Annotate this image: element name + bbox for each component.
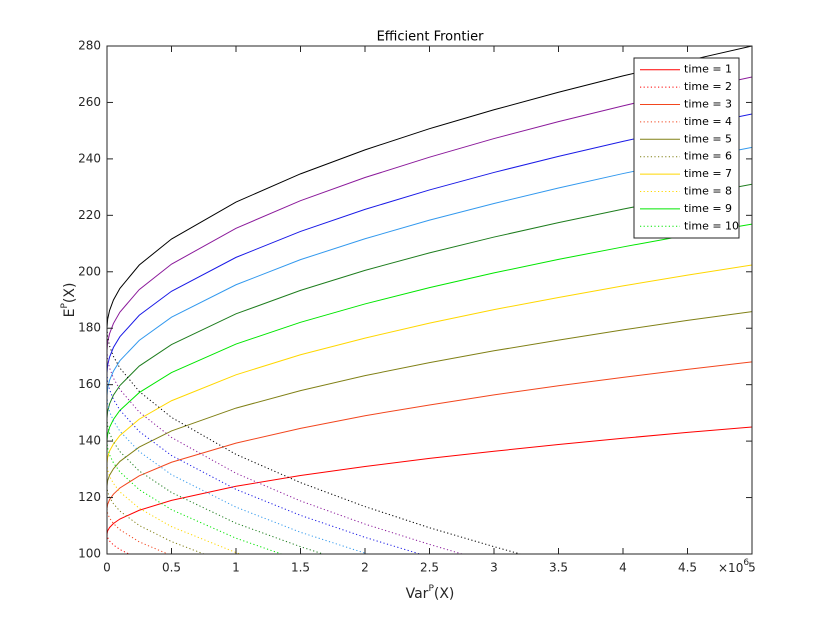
series-line — [107, 463, 241, 554]
x-multiplier: ×106 — [718, 558, 749, 575]
series-line — [107, 311, 752, 487]
x-multiplier-base: ×10 — [718, 561, 743, 575]
x-tick-label: 4.5 — [678, 561, 697, 575]
x-tick-label: 0 — [103, 561, 111, 575]
x-tick-label: 3 — [490, 561, 498, 575]
x-axis-label: VarP(X) — [406, 584, 455, 603]
series-line — [107, 534, 130, 554]
legend-label: time = 8 — [684, 185, 732, 198]
legend-box — [633, 57, 740, 239]
legend-label: time = 5 — [684, 132, 732, 145]
series-line — [107, 373, 420, 554]
x-label-base: Var — [406, 586, 429, 602]
series-line — [107, 426, 752, 535]
y-tick-label: 180 — [78, 321, 101, 335]
legend-label: time = 1 — [684, 63, 732, 76]
x-tick-label: 3.5 — [549, 561, 568, 575]
series-line — [107, 46, 752, 329]
y-axis-label: EP(X) — [60, 283, 79, 318]
legend-label: time = 3 — [684, 98, 732, 111]
x-label-sup: P — [428, 584, 434, 594]
series-line — [107, 361, 752, 509]
series-line — [107, 146, 752, 397]
legend-label: time = 10 — [684, 219, 739, 232]
y-tick-label: 280 — [78, 39, 101, 53]
series-line — [107, 264, 752, 464]
y-label-sup: P — [60, 303, 70, 309]
series-line — [107, 508, 169, 554]
chart-title: Efficient Frontier — [377, 30, 484, 45]
y-label-base: E — [62, 309, 78, 318]
y-tick-label: 100 — [78, 547, 101, 561]
series-line — [107, 183, 752, 419]
x-multiplier-exp: 6 — [743, 558, 749, 568]
y-label-rest: (X) — [62, 283, 78, 304]
series-line — [107, 350, 463, 554]
series-line — [107, 486, 205, 554]
legend-label: time = 4 — [684, 115, 732, 128]
x-tick-label: 2 — [361, 561, 369, 575]
legend-label: time = 7 — [684, 167, 732, 180]
series-line — [107, 328, 521, 554]
legend-label: time = 6 — [684, 150, 732, 163]
y-tick-label: 220 — [78, 208, 101, 222]
x-tick-label: 1 — [232, 561, 240, 575]
series-line — [107, 113, 752, 374]
series-line — [107, 418, 324, 554]
series-line — [107, 223, 752, 442]
y-tick-label: 120 — [78, 490, 101, 504]
legend: time = 1 time = 2 time = 3 time = 4 time = 5… — [633, 57, 740, 239]
x-tick-label: 2.5 — [420, 561, 439, 575]
x-tick-label: 5 — [748, 561, 756, 575]
x-tick-label: 4 — [619, 561, 627, 575]
y-tick-label: 260 — [78, 95, 101, 109]
y-tick-label: 140 — [78, 434, 101, 448]
legend-label: time = 9 — [684, 202, 732, 215]
y-tick-label: 160 — [78, 377, 101, 391]
y-tick-label: 200 — [78, 264, 101, 278]
y-tick-label: 240 — [78, 151, 101, 165]
plot-area: 0 0.5 1 1.5 2 2.5 3 3.5 4 4.5 5 100 120 140 160 180 200 2… — [78, 39, 756, 575]
x-label-rest: (X) — [434, 586, 455, 602]
legend-label: time = 2 — [684, 80, 732, 93]
x-tick-label: 1.5 — [291, 561, 310, 575]
x-tick-label: 0.5 — [162, 561, 181, 575]
